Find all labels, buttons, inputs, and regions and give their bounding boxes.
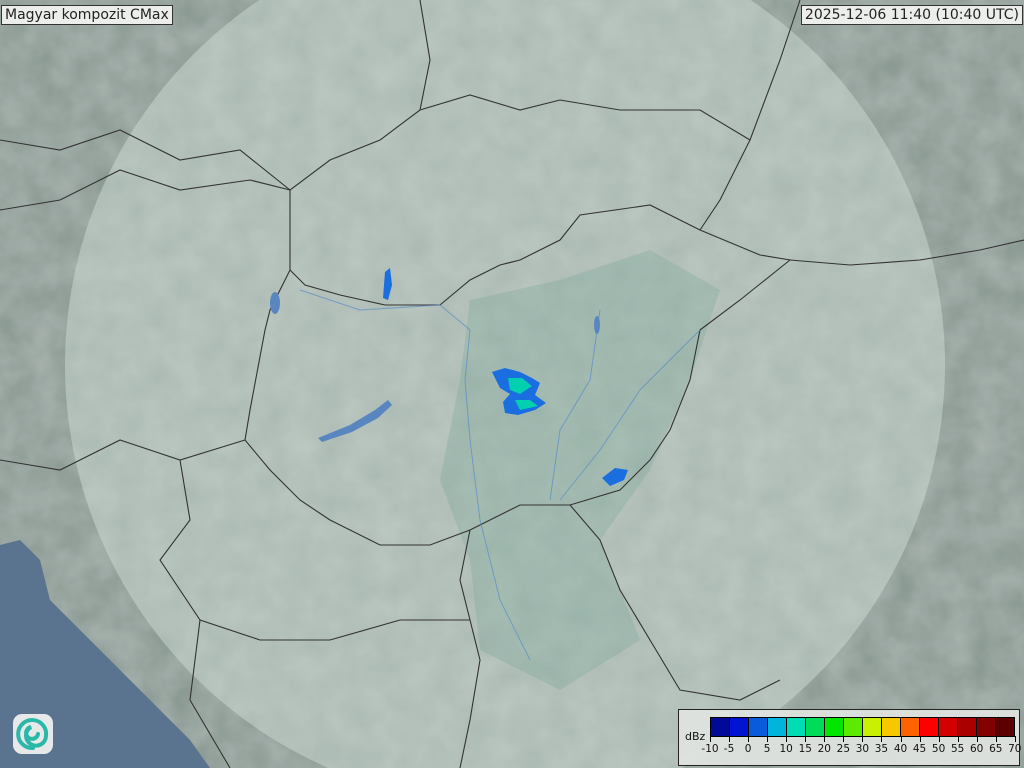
legend-tick bbox=[862, 736, 864, 742]
legend-tick-label: 15 bbox=[798, 743, 812, 755]
legend-swatch bbox=[939, 718, 958, 736]
legend-tick bbox=[786, 736, 788, 742]
adriatic-sea bbox=[0, 540, 210, 768]
echo-central-core bbox=[508, 378, 538, 410]
legend-tick bbox=[900, 736, 902, 742]
legend-tick-label: -10 bbox=[701, 743, 719, 755]
legend-tick bbox=[748, 736, 750, 742]
legend-tick bbox=[938, 736, 940, 742]
legend-tick bbox=[710, 736, 711, 742]
legend-tick-label: 0 bbox=[744, 743, 752, 755]
legend-tick bbox=[824, 736, 826, 742]
central-plain bbox=[440, 250, 720, 690]
legend-tick-label: 20 bbox=[817, 743, 831, 755]
legend-tick-label: 55 bbox=[950, 743, 965, 755]
lake-tisza bbox=[594, 316, 600, 334]
legend-ticks: -10 -5 0 5 10 15 20 25 30 35 40 45 50 55 60 65 70 bbox=[701, 736, 1021, 764]
lake-balaton bbox=[318, 400, 392, 442]
lake-neusiedl bbox=[270, 292, 280, 314]
dbz-legend: dBz -10 -5 0 5 10 15 20 25 30 35 40 45 50 55 60 65 70 bbox=[678, 709, 1021, 766]
legend-tick-label: 45 bbox=[912, 743, 927, 755]
legend-tick bbox=[995, 736, 997, 742]
legend-swatch bbox=[901, 718, 920, 736]
legend-tick-label: 5 bbox=[763, 743, 771, 755]
legend-tick bbox=[976, 736, 978, 742]
legend-swatch bbox=[806, 718, 825, 736]
legend-swatch bbox=[844, 718, 863, 736]
legend-tick bbox=[1014, 736, 1016, 742]
legend-tick-label: 70 bbox=[1008, 743, 1022, 755]
legend-tick-label: 65 bbox=[989, 743, 1003, 755]
legend-tick bbox=[881, 736, 883, 742]
legend-unit: dBz bbox=[685, 730, 706, 743]
legend-swatch bbox=[825, 718, 844, 736]
echo-southeast bbox=[602, 468, 628, 486]
legend-swatch bbox=[958, 718, 977, 736]
legend-swatch bbox=[730, 718, 749, 736]
legend-tick-label: 50 bbox=[931, 743, 946, 755]
legend-swatch bbox=[996, 718, 1014, 736]
legend-tick bbox=[729, 736, 731, 742]
lakes bbox=[270, 292, 600, 442]
rivers bbox=[299, 289, 701, 661]
legend-swatch bbox=[977, 718, 996, 736]
legend-tick-label: 60 bbox=[970, 743, 984, 755]
timestamp-label: 2025-12-06 11:40 (10:40 UTC) bbox=[800, 5, 1023, 25]
legend-swatch bbox=[711, 718, 730, 736]
legend-tick bbox=[767, 736, 769, 742]
swirl-logo-icon bbox=[13, 714, 53, 754]
legend-tick-label: -5 bbox=[723, 743, 735, 755]
legend-tick-label: 10 bbox=[779, 743, 793, 755]
product-title: Magyar kompozit CMax bbox=[1, 5, 173, 25]
legend-swatch bbox=[863, 718, 882, 736]
legend-tick-label: 35 bbox=[874, 743, 889, 755]
legend-swatch bbox=[882, 718, 901, 736]
legend-tick-label: 40 bbox=[893, 743, 908, 755]
legend-tick bbox=[919, 736, 921, 742]
legend-tick-label: 30 bbox=[855, 743, 870, 755]
legend-tick bbox=[843, 736, 845, 742]
legend-color-bar bbox=[710, 717, 1015, 737]
legend-swatch bbox=[749, 718, 768, 736]
legend-swatch bbox=[768, 718, 787, 736]
legend-swatch bbox=[920, 718, 939, 736]
radar-echoes bbox=[383, 268, 628, 486]
legend-swatch bbox=[787, 718, 806, 736]
legend-tick bbox=[957, 736, 959, 742]
legend-tick bbox=[805, 736, 807, 742]
echo-north bbox=[383, 268, 392, 300]
legend-tick-label: 25 bbox=[836, 743, 851, 755]
